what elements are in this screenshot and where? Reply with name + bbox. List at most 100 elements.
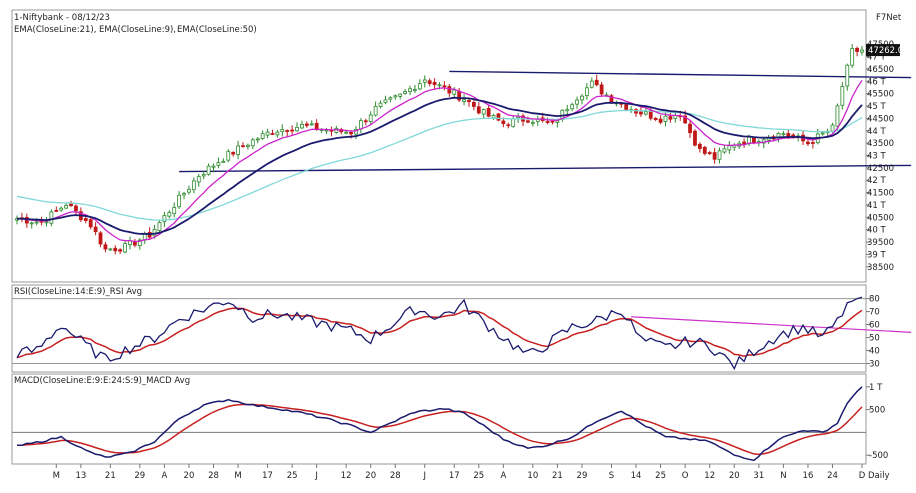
price-y-tick-label: 39 T (867, 250, 887, 260)
x-tick-label: 12 (341, 471, 352, 481)
candle-body (74, 205, 78, 212)
candle-body (658, 118, 663, 123)
x-tick-label: 20 (729, 471, 740, 481)
candle-body (201, 174, 206, 177)
candle-body (835, 105, 840, 127)
price-y-tick-label: 43500 (867, 139, 894, 149)
candle-body (393, 95, 398, 98)
candle-body (467, 100, 471, 103)
candle-body (93, 226, 98, 233)
x-tick-label: 28 (390, 471, 401, 481)
candle-body (231, 151, 236, 155)
candle-body (49, 211, 54, 224)
candle-body (806, 141, 810, 145)
candle-body (668, 116, 673, 120)
rsi-line (16, 296, 863, 371)
rsi-panel-frame (11, 284, 867, 373)
candle-body (403, 91, 408, 94)
candle-body (589, 80, 594, 88)
candle-body (334, 127, 339, 133)
macd-plot (12, 386, 866, 462)
x-tick-label: N (780, 471, 786, 481)
price-y-tick-label: 45 T (867, 102, 887, 112)
date-x-axis: M 13 21 29 A 20 28 M 17 25 J 12 20 28 J 17 25 A 10 21 29 S 14 2… (53, 464, 866, 481)
ema9-line (17, 79, 863, 243)
candle-body (471, 102, 476, 107)
x-tick-label: 24 (827, 471, 838, 481)
candle-body (64, 205, 69, 209)
ema-label-50: EMA(CloseLine:50) (177, 25, 257, 35)
candle-body (295, 126, 299, 132)
candle-body (408, 88, 412, 92)
candle-body (840, 86, 845, 106)
candle-body (437, 84, 442, 87)
price-y-tick-label: 46500 (867, 65, 894, 75)
candle-body (697, 143, 702, 149)
candle-body (358, 120, 363, 130)
candle-body (639, 111, 643, 115)
candle-body (830, 124, 835, 132)
candle-body (688, 123, 692, 134)
ema-label-21: EMA(CloseLine:21), (14, 25, 96, 35)
price-y-tick-label: 39500 (867, 238, 894, 248)
x-tick-label: J (423, 471, 427, 481)
candle-body (398, 93, 403, 97)
x-tick-label: 10 (527, 471, 538, 481)
price-y-tick-label: 38500 (867, 263, 894, 273)
macd-panel-title: MACD(CloseLine:E:9:E:24:S:9)_MACD Avg (14, 376, 190, 386)
x-tick-label: 21 (552, 471, 563, 481)
rsi-trendline (631, 316, 912, 333)
candle-body (422, 79, 427, 83)
candle-body (584, 87, 589, 96)
candle-body (103, 244, 108, 250)
candle-body (226, 151, 231, 161)
candle-body (44, 221, 49, 224)
price-y-tick-label: 41 T (867, 201, 887, 211)
candle-body (845, 64, 850, 87)
x-tick-label: 16 (803, 471, 814, 481)
candle-body (69, 203, 73, 207)
rsi-y-axis: 80 70 60 50 40 30 (866, 295, 880, 370)
x-tick-label: 20 (365, 471, 376, 481)
candle-body (486, 108, 491, 117)
last-price-label: 47262.0 (868, 46, 903, 56)
candle-body (481, 109, 486, 115)
candle-body (594, 79, 599, 86)
candle-body (462, 99, 466, 102)
price-y-tick-label: 44500 (867, 114, 894, 124)
candle-body (653, 117, 658, 120)
x-tick-label: 25 (287, 471, 298, 481)
candle-body (752, 137, 756, 143)
candle-body (216, 162, 221, 166)
candle-body (162, 215, 167, 223)
x-tick-label: 31 (753, 471, 764, 481)
candle-body (476, 106, 481, 114)
price-y-tick-label: 44 T (867, 127, 887, 137)
candle-body (290, 129, 295, 132)
candle-body (196, 176, 201, 183)
candle-body (683, 115, 688, 124)
price-trendline (449, 70, 912, 79)
candle-body (241, 145, 245, 148)
candle-body (236, 145, 240, 155)
rsi-avg-line (16, 307, 863, 359)
candle-body (432, 81, 437, 86)
price-plot (15, 44, 912, 255)
candle-body (349, 132, 353, 135)
price-y-tick-label: 41500 (867, 189, 894, 199)
macd-y-tick-label: 1 T (869, 383, 883, 393)
macd-y-axis: 1 T 500 -500 (866, 383, 888, 461)
candle-body (373, 105, 378, 116)
x-tick-label: 17 (449, 471, 460, 481)
candle-body (98, 232, 103, 245)
candle-body (452, 89, 457, 95)
candle-body (643, 111, 648, 115)
candle-body (191, 180, 196, 191)
candle-body (260, 133, 265, 139)
candle-body (702, 146, 707, 154)
candle-body (108, 248, 113, 251)
candle-body (727, 145, 732, 151)
candle-body (137, 239, 142, 246)
candle-body (187, 188, 191, 193)
